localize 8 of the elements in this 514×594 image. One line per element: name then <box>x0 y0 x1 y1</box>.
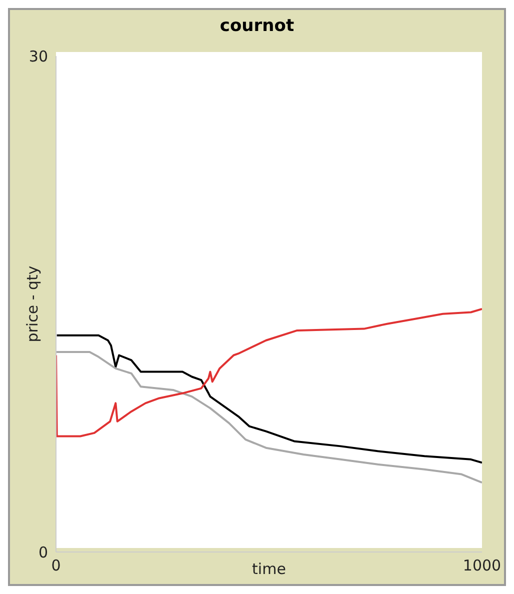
line-series <box>56 308 482 438</box>
chart-title: cournot <box>218 15 296 38</box>
y-axis-title: price - qty <box>23 266 42 342</box>
y-tick-label: 30 <box>28 47 48 66</box>
line-series <box>56 334 482 464</box>
x-axis-title: time <box>252 560 286 578</box>
line-series <box>56 350 482 484</box>
x-tick-label: 1000 <box>462 556 502 575</box>
